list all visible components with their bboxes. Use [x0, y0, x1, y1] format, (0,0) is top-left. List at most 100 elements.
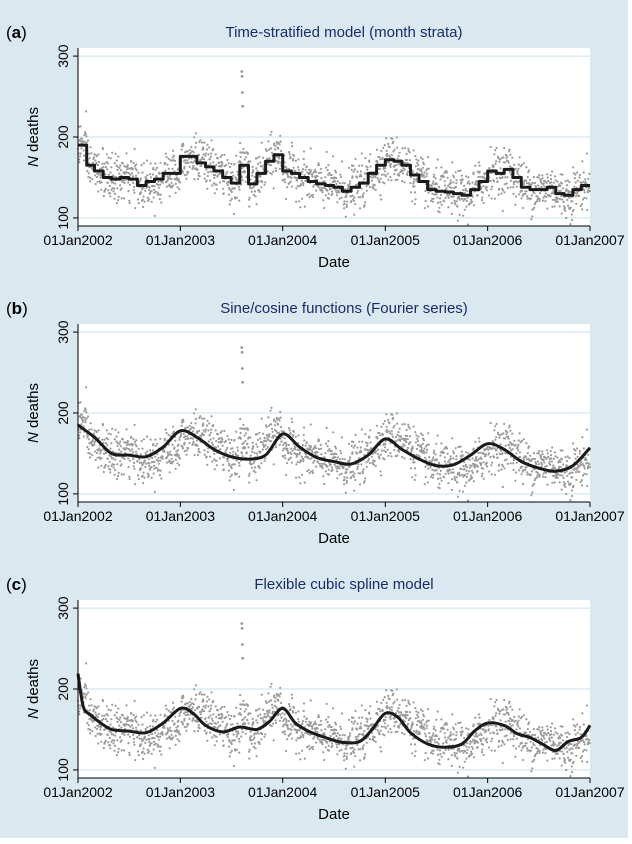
data-point	[388, 422, 391, 425]
data-point	[311, 193, 314, 196]
data-point	[537, 460, 540, 463]
data-point	[248, 757, 251, 760]
data-point	[285, 445, 288, 448]
data-point	[369, 175, 372, 178]
data-point	[306, 194, 309, 197]
data-point	[395, 688, 398, 691]
data-point	[181, 723, 184, 726]
data-point	[117, 471, 120, 474]
data-point	[159, 183, 162, 186]
data-point	[413, 178, 416, 181]
data-point	[501, 452, 504, 455]
data-point	[284, 733, 287, 736]
data-point	[494, 425, 497, 428]
data-point	[235, 735, 238, 738]
data-point	[249, 730, 252, 733]
data-point	[450, 186, 453, 189]
data-point	[316, 185, 320, 188]
data-point	[561, 173, 564, 176]
data-point	[558, 465, 561, 468]
data-point	[261, 441, 264, 444]
data-point	[319, 167, 322, 170]
data-point	[432, 451, 435, 454]
data-point	[140, 737, 143, 740]
fit-line	[78, 143, 590, 197]
data-point	[379, 729, 382, 732]
data-point	[452, 471, 455, 474]
data-point	[85, 687, 88, 690]
data-point	[376, 437, 379, 440]
data-point	[300, 731, 303, 734]
data-point	[221, 716, 224, 719]
data-point	[390, 709, 394, 712]
data-point	[488, 470, 491, 473]
data-point	[168, 747, 171, 750]
data-point	[265, 157, 269, 160]
data-point	[194, 146, 197, 149]
data-point	[292, 166, 295, 169]
data-point	[344, 215, 347, 218]
data-point	[343, 759, 346, 762]
data-point	[338, 182, 341, 185]
data-point	[445, 447, 449, 450]
data-point	[176, 176, 179, 179]
data-point	[297, 718, 300, 721]
data-point	[509, 179, 512, 182]
data-point	[119, 716, 122, 719]
data-point	[447, 460, 450, 463]
data-point	[380, 474, 383, 477]
data-point	[524, 192, 527, 196]
data-point	[133, 699, 136, 703]
data-point	[203, 177, 206, 180]
data-point	[292, 154, 295, 157]
data-point	[179, 733, 182, 736]
data-point	[251, 441, 254, 444]
data-point	[290, 737, 293, 740]
data-point	[202, 148, 205, 151]
data-point	[552, 192, 555, 195]
data-point	[296, 728, 299, 732]
data-point	[237, 454, 240, 457]
data-point	[408, 711, 412, 714]
data-point	[239, 693, 242, 697]
data-point	[369, 165, 372, 168]
data-point	[251, 717, 254, 721]
data-point	[315, 723, 318, 726]
data-point	[525, 455, 528, 458]
data-point	[336, 732, 339, 735]
data-point	[379, 434, 382, 437]
data-point	[112, 181, 115, 184]
data-point	[365, 465, 368, 468]
data-point	[367, 459, 370, 462]
data-point	[482, 185, 485, 188]
data-point	[221, 720, 224, 723]
data-point	[426, 448, 429, 451]
data-point	[89, 452, 92, 455]
data-point	[394, 436, 398, 439]
data-point	[491, 185, 494, 188]
data-point	[359, 170, 362, 173]
data-point	[242, 147, 245, 150]
data-point	[366, 166, 369, 169]
data-point	[104, 718, 108, 721]
data-point	[268, 433, 271, 436]
data-point	[164, 704, 167, 707]
data-point	[420, 446, 423, 449]
data-point	[291, 449, 294, 452]
data-point	[299, 482, 302, 485]
data-point	[543, 470, 546, 474]
data-point	[352, 722, 355, 725]
data-point	[97, 429, 100, 432]
data-point	[563, 471, 566, 474]
data-point	[291, 725, 294, 728]
data-point	[204, 704, 207, 707]
data-point	[417, 159, 420, 162]
data-point	[163, 713, 166, 717]
data-point	[453, 199, 456, 202]
data-point	[177, 454, 180, 457]
data-point	[222, 192, 225, 195]
data-point	[256, 445, 259, 448]
data-point	[476, 459, 479, 462]
data-point	[290, 728, 293, 732]
data-point	[435, 459, 438, 462]
